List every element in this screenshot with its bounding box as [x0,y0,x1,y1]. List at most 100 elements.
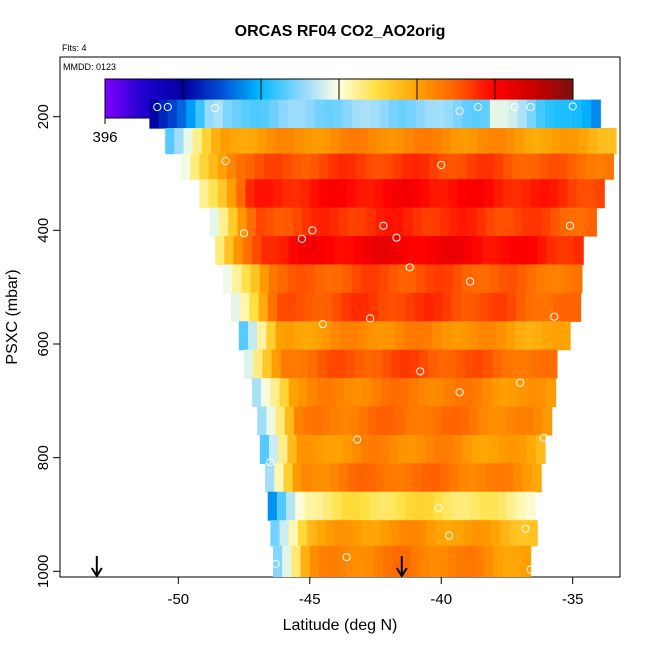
heatmap-cell [462,434,473,464]
heatmap-cell [343,520,354,547]
sample-point [392,233,401,242]
heatmap-cell [282,545,292,577]
heatmap-cell [401,545,412,577]
heatmap-cell [558,153,569,180]
heatmap-cell [471,99,482,129]
heatmap-cell [376,406,387,436]
heatmap-cell [265,463,275,493]
sample-point [221,156,230,166]
heatmap-cell [232,99,243,129]
heatmap-cell [435,378,446,408]
heatmap-cell [513,463,524,493]
heatmap-cell [491,378,501,408]
heatmap-cell [478,128,488,155]
heatmap-cell [309,153,320,180]
heatmap-cell [259,264,270,294]
heatmap-cell [371,520,382,547]
sample-point [516,378,525,387]
heatmap-cell [288,378,299,408]
heatmap-cell [334,378,345,408]
heatmap-cell [315,434,325,464]
sample-point [163,102,172,112]
heatmap-cell [397,99,408,129]
heatmap-cell [604,153,615,180]
heatmap-cell [517,434,528,464]
heatmap-cell [318,153,329,180]
heatmap-cell [460,491,471,521]
heatmap-cell [165,128,175,155]
heatmap-cell [284,128,295,155]
heatmap-cell [342,434,353,464]
heatmap-cell [334,236,345,266]
heatmap-cell [363,349,374,379]
sample-point [568,102,577,111]
heatmap-cell [288,520,299,547]
heatmap-cell [195,99,206,129]
heatmap-cell [346,545,357,577]
heatmap-cell [328,153,338,180]
heatmap-cell [535,264,546,294]
y-tick-label: 1000 [35,555,52,588]
heatmap-cell [493,153,504,180]
heatmap-cell [489,434,500,464]
heatmap-cell [588,128,599,155]
heatmap-cell [279,378,290,408]
heatmap-cell [346,179,357,209]
heatmap-cell [267,491,278,521]
heatmap-cell [270,236,281,266]
heatmap-cell [466,153,476,180]
heatmap-cell [432,406,442,436]
heatmap-cell [533,406,544,436]
sample-point [153,102,162,112]
heatmap-cell [560,128,571,155]
heatmap-cell [370,434,381,464]
heatmap-cell [564,236,575,266]
heatmap-cell [434,434,445,464]
heatmap-cell [367,406,378,436]
heatmap-cell [241,99,252,129]
heatmap-cell [278,99,289,129]
heatmap-cell [190,153,200,180]
x-tick-label: -50 [167,591,189,608]
heatmap-cell [509,520,520,547]
heatmap-cell [276,292,287,322]
heatmap-cell [533,128,544,155]
heatmap-cell [521,153,532,180]
heatmap-cell [247,321,258,351]
heatmap-cell [338,207,349,237]
heatmap-cell [276,491,287,521]
heatmap-cell [504,463,515,493]
heatmap-cell [451,292,462,322]
heatmap-cell [576,179,587,209]
heatmap-cell [539,153,550,180]
heatmap-cell [312,128,323,155]
heatmap-cell [439,463,450,493]
heatmap-cell [443,434,454,464]
sample-point [473,102,483,112]
heatmap-cell [518,236,529,266]
heatmap-cell [378,491,388,521]
heatmap-cell [316,378,327,408]
heatmap-cell [403,207,413,237]
heatmap-cell [595,153,605,180]
heatmap-cell [269,434,279,464]
heatmap-cell [368,491,379,521]
heatmap-cell [358,321,369,351]
heatmap-cell [291,153,302,180]
sample-point [550,312,559,321]
heatmap-cell [295,292,306,322]
heatmap-cell [450,406,461,436]
heatmap-cell [412,207,423,237]
heatmap-cell [550,207,561,237]
heatmap-cell [500,520,511,547]
heatmap-cell [512,179,523,209]
heatmap-cell [480,99,491,129]
heatmap-cell [407,99,417,129]
heatmap-cell [325,520,336,547]
heatmap-cell [375,207,386,237]
heatmap-cell [496,128,507,155]
heatmap-cell [301,207,312,237]
heatmap-cell [301,463,312,493]
heatmap-cell [322,491,333,521]
heatmap-cell [311,463,321,493]
